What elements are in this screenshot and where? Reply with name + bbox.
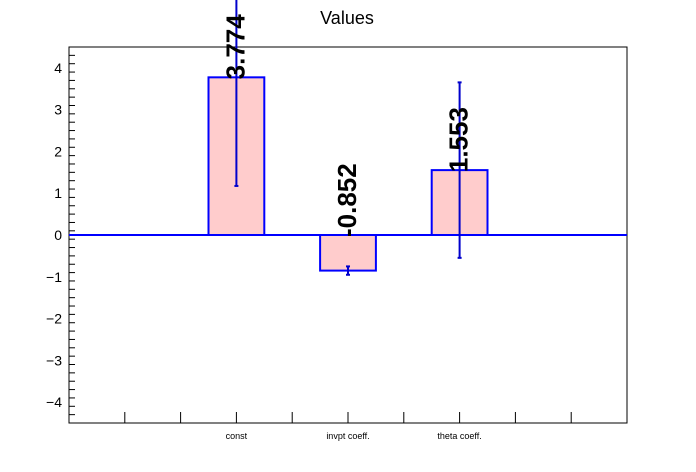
bar-2 bbox=[319, 234, 377, 272]
value-label-1: 3.774 bbox=[220, 14, 250, 80]
x-tick-label: const bbox=[226, 431, 248, 441]
x-tick-label: theta coeff. bbox=[437, 431, 481, 441]
x-tick-label: invpt coeff. bbox=[326, 431, 369, 441]
y-tick-label: 2 bbox=[54, 143, 62, 159]
y-tick-label: 3 bbox=[54, 102, 62, 118]
y-tick-label: −4 bbox=[46, 394, 62, 410]
x-axis: const invpt coeff. theta coeff. bbox=[124, 412, 572, 441]
y-tick-label: −1 bbox=[46, 269, 62, 285]
y-axis: −4 −3 −2 −1 0 1 2 3 4 bbox=[46, 46, 75, 424]
y-tick-label: 0 bbox=[54, 227, 62, 243]
value-labels: 3.774 -0.852 1.553 bbox=[220, 14, 473, 237]
y-tick-label: 4 bbox=[54, 60, 62, 76]
chart-title: Values bbox=[320, 8, 374, 28]
error-bars bbox=[234, 0, 462, 276]
y-tick-label: 1 bbox=[54, 185, 62, 201]
value-label-3: 1.553 bbox=[444, 107, 474, 172]
value-label-2: -0.852 bbox=[332, 163, 362, 237]
y-tick-label: −2 bbox=[46, 311, 62, 327]
y-tick-label: −3 bbox=[46, 352, 62, 368]
